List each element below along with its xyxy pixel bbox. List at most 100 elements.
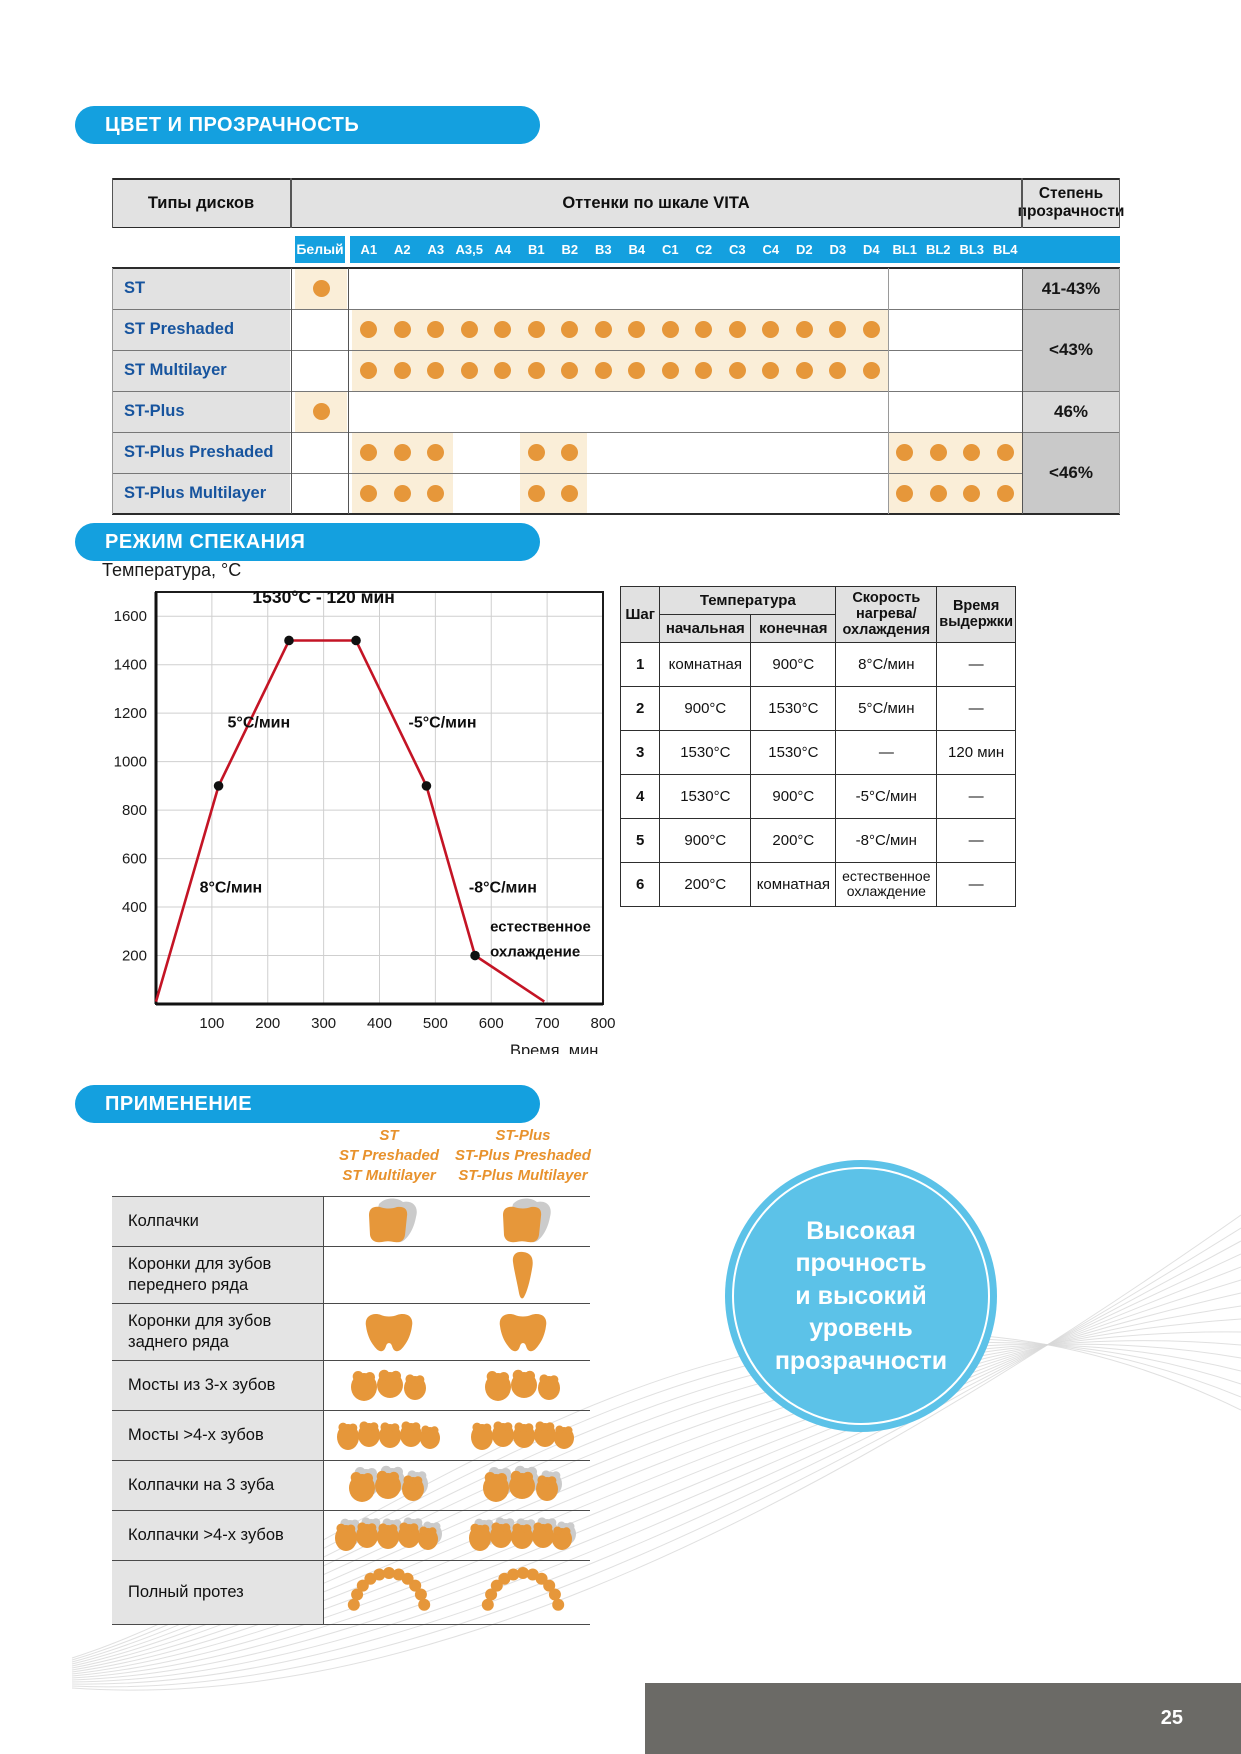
transparency-value: <43% — [1022, 309, 1120, 391]
svg-text:1200: 1200 — [114, 705, 147, 722]
footer-bar: 25 — [645, 1683, 1241, 1754]
shade-dot — [561, 444, 579, 461]
badge-line: Высокая — [806, 1216, 916, 1245]
shade-dot — [829, 362, 847, 379]
vita-shade-table: Типы дисков Оттенки по шкале VITA Степень … — [112, 178, 1124, 516]
step-number: 6 — [619, 861, 661, 907]
sintering-steps-table: Шаг Температура Скорость нагрева/ охлажд… — [619, 586, 1016, 907]
table-border-line — [1021, 268, 1023, 514]
transparency-value: 41-43% — [1022, 268, 1120, 309]
shade-label: D4 — [862, 242, 880, 257]
caps-3-icon — [483, 1465, 562, 1502]
molar-crown-icon — [365, 1313, 413, 1351]
vita-row-label: ST-Plus Multilayer — [112, 473, 290, 514]
shade-dot — [661, 321, 679, 338]
step-number: 5 — [619, 817, 661, 863]
benefit-badge: Высокая прочность и высокий уровень проз… — [725, 1160, 997, 1432]
step-rate: -5°С/мин — [835, 773, 938, 819]
shade-dot — [427, 362, 445, 379]
app-icon-cell — [343, 1567, 435, 1622]
row-separator-line — [112, 308, 1022, 310]
shade-dot — [628, 321, 646, 338]
steps-row: 2 900°C 1530°C 5°С/мин — — [619, 685, 1016, 731]
app-header-line: ST-Plus — [495, 1127, 551, 1144]
svg-text:200: 200 — [122, 948, 147, 965]
shade-dot — [393, 362, 411, 379]
table-border-line — [112, 226, 1120, 228]
step-rate: 8°С/мин — [835, 641, 938, 687]
shade-dot — [360, 485, 378, 502]
table-border-line — [1021, 178, 1023, 228]
shade-dot — [695, 321, 713, 338]
shade-label: B1 — [527, 242, 545, 257]
shade-dot — [393, 321, 411, 338]
table-border-line — [112, 178, 1120, 180]
steps-header-hold: Время выдержки — [936, 586, 1016, 643]
step-start-temp: 1530°C — [659, 773, 752, 819]
table-border-line — [1118, 178, 1120, 228]
app-icon-cell — [334, 1514, 444, 1561]
shade-label: C4 — [762, 242, 780, 257]
step-end-temp: 200°C — [750, 817, 837, 863]
step-start-temp: 900°C — [659, 817, 752, 863]
step-end-temp: 1530°C — [750, 685, 837, 731]
row-separator-line — [112, 349, 1022, 351]
step-hold: — — [936, 773, 1016, 819]
steps-row: 3 1530°C 1530°C — 120 мин — [619, 729, 1016, 775]
app-icon-cell — [336, 1415, 442, 1460]
badge-line: прочность — [795, 1249, 927, 1278]
row-separator-line — [112, 390, 1022, 392]
app-row-separator — [112, 1510, 590, 1511]
white-shade-header: Белый — [295, 236, 345, 263]
app-icon-cell — [481, 1464, 565, 1511]
bridge-3-icon — [351, 1369, 426, 1401]
shade-dot — [762, 362, 780, 379]
app-header-line: ST Multilayer — [342, 1166, 436, 1184]
step-rate: — — [835, 729, 938, 775]
app-row-separator — [112, 1360, 590, 1361]
svg-text:-5°С/мин: -5°С/мин — [409, 715, 477, 732]
step-hold: — — [936, 817, 1016, 863]
svg-text:800: 800 — [590, 1015, 615, 1032]
step-start-temp: 200°C — [659, 861, 752, 907]
step-number: 4 — [619, 773, 661, 819]
bridge-4plus-icon — [471, 1421, 574, 1450]
section-title-application: ПРИМЕНЕНИЕ — [75, 1085, 540, 1123]
step-end-temp: комнатная — [750, 861, 837, 907]
caps-3-icon — [349, 1465, 428, 1502]
sintering-chart-svg: 200 400 600 800 1000 1200 1400 1600 100 200 300 400… — [114, 587, 616, 1060]
bridge-3-icon — [485, 1369, 560, 1401]
svg-text:5°С/мин: 5°С/мин — [228, 715, 291, 732]
step-start-temp: 900°C — [659, 685, 752, 731]
badge-text: Высокая прочность и высокий уровень проз… — [775, 1215, 947, 1378]
shade-dot — [829, 321, 847, 338]
table-border-line — [112, 268, 113, 514]
app-row-separator — [112, 1196, 590, 1197]
app-row-label: Мосты >4-х зубов — [112, 1410, 323, 1460]
shade-dot — [963, 444, 981, 461]
denture-arch-icon — [481, 1567, 565, 1611]
vita-transparency-header: Степень прозрачности — [1018, 178, 1124, 228]
app-column-header-st-plus: ST-Plus ST-Plus Preshaded ST-Plus Multil… — [428, 1126, 618, 1185]
vita-row-label: ST-Plus — [112, 391, 290, 432]
shade-dot — [795, 321, 813, 338]
steps-header-end: конечная — [750, 613, 837, 643]
app-header-line: ST — [379, 1127, 399, 1144]
svg-text:800: 800 — [122, 802, 147, 819]
svg-text:400: 400 — [122, 899, 147, 916]
vita-row-label: ST Multilayer — [112, 350, 290, 391]
shade-dot — [527, 362, 545, 379]
step-number: 2 — [619, 685, 661, 731]
row-separator-line — [1022, 308, 1120, 310]
step-hold: 120 мин — [936, 729, 1016, 775]
steps-row: 1 комнатная 900°C 8°С/мин — — [619, 641, 1016, 687]
shade-dot — [762, 321, 780, 338]
shade-label: A3,5 — [455, 242, 483, 257]
svg-text:600: 600 — [122, 851, 147, 868]
vita-row-label: ST-Plus Preshaded — [112, 432, 290, 473]
shade-dot — [427, 444, 445, 461]
shade-dot — [527, 444, 545, 461]
shade-header-bar — [350, 236, 1120, 263]
shade-dot — [312, 403, 330, 420]
app-row-label: Полный протез — [112, 1560, 323, 1624]
